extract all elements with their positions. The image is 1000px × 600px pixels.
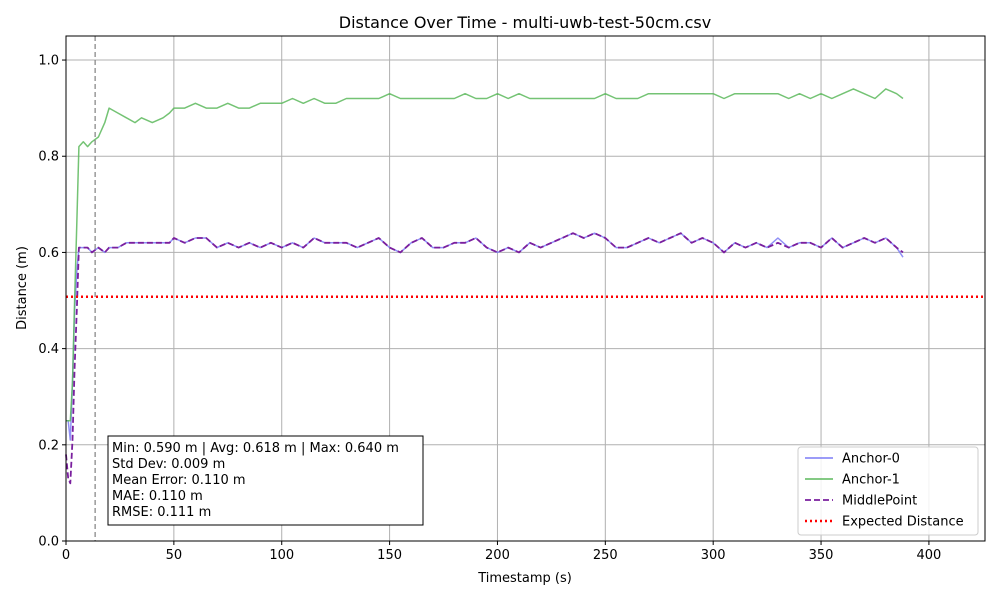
series-line-middlepoint	[65, 232, 904, 485]
legend-label: Expected Distance	[842, 515, 964, 530]
y-tick-label: 0.2	[38, 438, 59, 453]
x-tick-label: 400	[916, 548, 941, 563]
x-tick-label: 100	[269, 548, 294, 563]
y-tick-label: 0.4	[38, 342, 59, 357]
x-tick-label: 250	[593, 548, 618, 563]
stats-line-mae: MAE: 0.110 m	[112, 489, 203, 504]
stats-box: Min: 0.590 m | Avg: 0.618 m | Max: 0.640…	[107, 435, 424, 526]
chart-title: Distance Over Time - multi-uwb-test-50cm…	[339, 13, 711, 32]
series-layer	[65, 36, 985, 541]
stats-line-rmse: RMSE: 0.111 m	[112, 505, 211, 520]
axis-ticks: 0 50 100 150 200 250 300 350 400 0.0 0.2 0.4 0.6 0.8 1…	[38, 54, 941, 563]
x-tick-label: 300	[701, 548, 726, 563]
plot-frame	[65, 35, 986, 542]
stats-line-range: Min: 0.590 m | Avg: 0.618 m | Max: 0.640…	[112, 441, 399, 456]
y-tick-label: 1.0	[38, 54, 59, 69]
legend: Anchor-0 Anchor-1 MiddlePoint Expected Dist…	[797, 446, 979, 536]
x-axis-label: Timestamp (s)	[477, 571, 572, 586]
y-tick-label: 0.6	[38, 246, 59, 261]
legend-frame	[797, 446, 979, 536]
series-line-anchor-1	[66, 88, 904, 422]
x-tick-label: 150	[377, 548, 402, 563]
x-tick-label: 200	[485, 548, 510, 563]
x-tick-label: 0	[62, 548, 70, 563]
x-tick-label: 350	[809, 548, 834, 563]
y-tick-label: 0.8	[38, 150, 59, 165]
legend-label: Anchor-1	[842, 473, 900, 488]
y-axis-label: Distance (m)	[15, 246, 30, 330]
legend-label: Anchor-0	[842, 452, 900, 467]
stats-line-stddev: Std Dev: 0.009 m	[112, 457, 225, 472]
legend-label: MiddlePoint	[842, 494, 917, 509]
x-tick-label: 50	[166, 548, 183, 563]
y-tick-label: 0.0	[38, 535, 59, 550]
stats-box-frame	[107, 435, 424, 526]
stats-line-mean-error: Mean Error: 0.110 m	[112, 473, 246, 488]
